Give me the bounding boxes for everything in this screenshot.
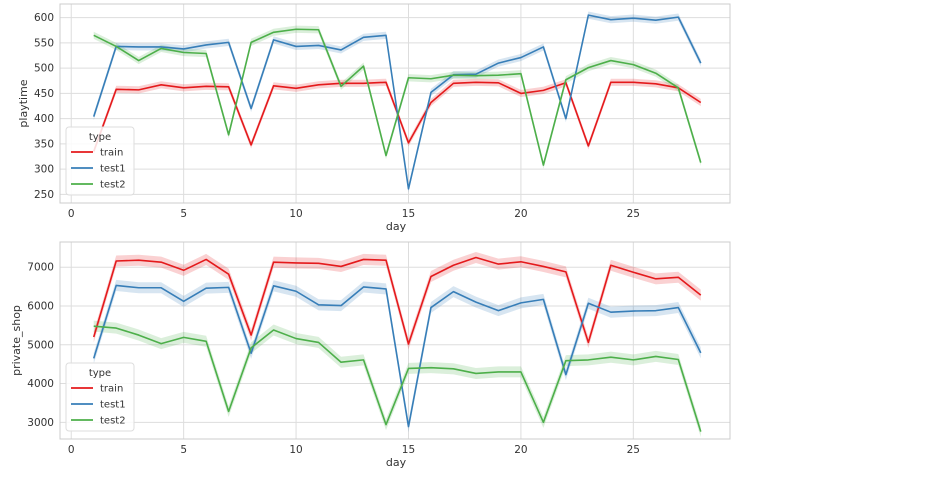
y-tick-label: 500 xyxy=(34,63,54,75)
x-tick-label: 5 xyxy=(180,208,187,220)
x-tick-label: 0 xyxy=(68,444,75,456)
legend-label-test1: test1 xyxy=(100,400,126,411)
x-tick-label: 25 xyxy=(627,444,640,456)
legend: type train test1 test2 xyxy=(65,362,135,432)
x-tick-label: 15 xyxy=(402,208,415,220)
subplot-1: 0 5 10 15 20 25 250 300 350 400 450 500 550 600 day pla… xyxy=(17,3,731,233)
series-line-test1 xyxy=(92,14,702,190)
legend-label-test1: test1 xyxy=(100,164,126,175)
series-line-test1 xyxy=(92,284,702,428)
x-tick-label: 15 xyxy=(402,444,415,456)
y-axis-label: playtime xyxy=(17,79,30,127)
y-tick-label: 550 xyxy=(34,37,54,49)
x-tick-label: 5 xyxy=(180,444,187,456)
y-tick-label: 6000 xyxy=(27,300,54,312)
series-line-test2 xyxy=(93,325,702,432)
y-tick-label: 350 xyxy=(34,138,54,150)
legend-label-train: train xyxy=(100,148,123,159)
legend-title: type xyxy=(89,368,111,379)
y-axis-label: private_shop xyxy=(10,305,23,376)
legend-label-train: train xyxy=(100,384,123,395)
y-tick-label: 5000 xyxy=(27,339,54,351)
y-tick-label: 250 xyxy=(34,189,54,201)
y-tick-label: 300 xyxy=(34,164,54,176)
legend-label-test2: test2 xyxy=(100,416,126,427)
series-line-train xyxy=(92,256,702,345)
plot-frame xyxy=(59,241,731,440)
x-axis-label: day xyxy=(386,220,407,233)
legend-box xyxy=(65,126,135,196)
subplot-2: 0 5 10 15 20 25 3000 4000 5000 6000 7000 day private… xyxy=(10,241,731,469)
y-tick-label: 450 xyxy=(34,88,54,100)
y-tick-label: 4000 xyxy=(27,378,54,390)
x-axis-label: day xyxy=(386,456,407,469)
legend-title: type xyxy=(89,132,111,143)
y-tick-label: 7000 xyxy=(27,262,54,274)
x-tick-label: 25 xyxy=(627,208,640,220)
x-tick-label: 10 xyxy=(289,208,302,220)
plot-frame xyxy=(59,3,731,204)
y-tick-label: 3000 xyxy=(27,417,54,429)
x-tick-label: 10 xyxy=(289,444,302,456)
y-tick-label: 400 xyxy=(34,113,54,125)
legend-label-test2: test2 xyxy=(100,180,126,191)
x-tick-label: 20 xyxy=(514,208,527,220)
legend-box xyxy=(65,362,135,432)
series-line-test2 xyxy=(93,28,702,166)
y-tick-label: 600 xyxy=(34,12,54,24)
confidence-band-test1 xyxy=(93,11,701,193)
legend: type train test1 test2 xyxy=(65,126,135,196)
x-tick-label: 20 xyxy=(514,444,527,456)
x-tick-label: 0 xyxy=(68,208,75,220)
